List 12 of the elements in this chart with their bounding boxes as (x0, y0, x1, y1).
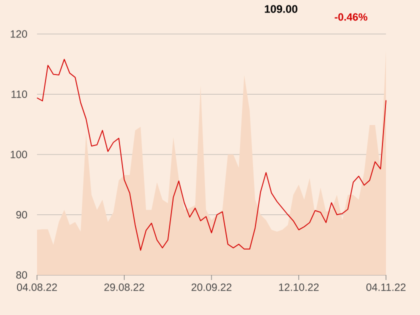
x-tick-label: 04.08.22 (16, 284, 57, 291)
text: -0.46% (334, 13, 368, 21)
x-tick-label: 12.10.22 (279, 284, 319, 291)
x-tick-label: 20.09.22 (192, 284, 232, 291)
text: 109.00 (264, 5, 298, 13)
y-tick-label: 110 (12, 90, 28, 98)
y-tick-label: 120 (10, 30, 28, 38)
x-tick-label: 29.08.22 (104, 284, 144, 291)
y-tick-label: 100 (10, 150, 28, 158)
x-tick-label: 04.11.22 (366, 284, 406, 291)
y-tick-label: 90 (16, 211, 28, 218)
y-tick-label: 80 (16, 271, 28, 279)
